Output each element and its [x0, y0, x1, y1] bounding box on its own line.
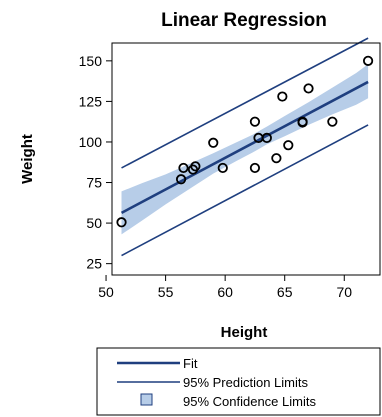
- data-point: [327, 116, 338, 127]
- data-point: [178, 162, 189, 174]
- prediction-limit-lower-line: [121, 124, 369, 257]
- y-tick-label: 125: [79, 93, 103, 109]
- legend-confidence-swatch: [140, 393, 153, 406]
- data-point: [362, 55, 374, 66]
- y-tick-label: 50: [86, 215, 102, 231]
- data-point: [190, 161, 201, 172]
- y-tick-label: 75: [86, 175, 102, 191]
- y-axis-label: Weight: [19, 134, 36, 184]
- x-tick-label: 55: [158, 284, 174, 300]
- x-tick-label: 65: [277, 284, 293, 300]
- x-tick-label: 50: [98, 284, 114, 300]
- data-point: [208, 137, 219, 148]
- y-axis: 25 50 75 100 125 150: [79, 53, 112, 272]
- data-point: [271, 153, 282, 164]
- data-point: [261, 132, 272, 144]
- legend-prediction-label: 95% Prediction Limits: [183, 375, 308, 390]
- y-tick-label: 25: [86, 256, 102, 272]
- legend: Fit 95% Prediction Limits 95% Confidence…: [96, 347, 381, 416]
- x-axis: 50 55 60 65 70: [98, 275, 352, 300]
- data-point: [303, 83, 314, 94]
- data-point: [249, 162, 261, 174]
- x-tick-label: 60: [217, 284, 233, 300]
- y-tick-label: 150: [79, 53, 103, 69]
- data-point: [249, 116, 261, 127]
- fit-line: [120, 80, 369, 215]
- confidence-band: [121, 64, 369, 235]
- data-point: [297, 116, 308, 127]
- chart-title: Linear Regression: [161, 10, 327, 31]
- observation-points: [116, 55, 374, 228]
- legend-confidence-label: 95% Confidence Limits: [183, 394, 316, 409]
- plot-area: [111, 37, 381, 276]
- legend-fit-label: Fit: [183, 356, 198, 371]
- data-point: [277, 91, 288, 102]
- plot-frame: [111, 42, 381, 276]
- data-point: [116, 217, 127, 228]
- data-point: [283, 140, 294, 151]
- data-point: [175, 174, 187, 185]
- data-point: [217, 162, 228, 174]
- x-tick-label: 70: [336, 284, 352, 300]
- x-axis-label: Height: [221, 324, 268, 341]
- prediction-limit-upper-line: [121, 37, 369, 169]
- y-tick-label: 100: [79, 134, 103, 150]
